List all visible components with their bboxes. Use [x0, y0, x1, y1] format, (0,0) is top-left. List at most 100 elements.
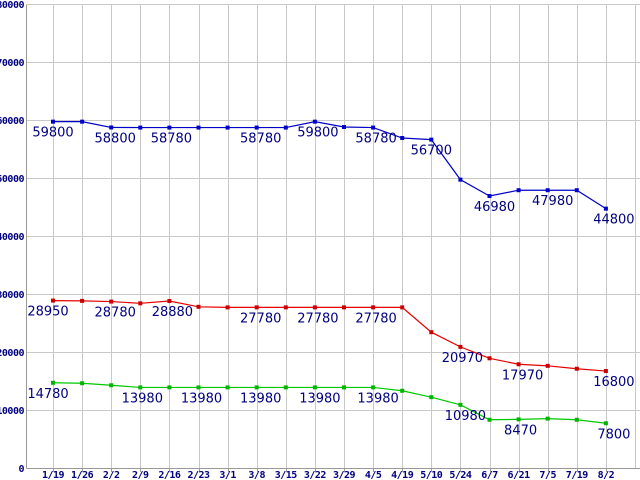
green-series-marker: [516, 417, 521, 422]
red-series-point-label: 28880: [152, 305, 193, 320]
green-series-marker: [167, 385, 172, 390]
y-tick-label: 80000: [0, 0, 24, 11]
y-tick-label: 40000: [0, 232, 24, 243]
y-tick-label: 0: [18, 464, 24, 475]
blue-series-marker: [603, 206, 608, 211]
x-tick-label: 4/19: [391, 470, 414, 480]
blue-series-marker: [487, 194, 492, 199]
red-series-point-label: 16800: [593, 375, 634, 390]
blue-series-marker: [138, 125, 143, 130]
blue-series-marker: [312, 119, 317, 124]
green-series-marker: [254, 385, 259, 390]
blue-series-marker: [109, 125, 114, 130]
green-series-point-label: 8470: [504, 423, 537, 438]
red-series-point-label: 20970: [442, 351, 483, 366]
blue-series-point-label: 56700: [411, 144, 452, 159]
x-tick-label: 7/19: [566, 470, 589, 480]
blue-series-line: [53, 121, 607, 210]
x-tick-label: 5/24: [449, 470, 472, 480]
red-series-marker: [603, 369, 608, 374]
red-series-point-label: 17970: [502, 368, 543, 383]
x-tick-label: 5/10: [420, 470, 443, 480]
green-series-point-label: 13980: [299, 391, 340, 406]
red-series-marker: [545, 363, 550, 368]
blue-series-marker: [225, 125, 230, 130]
red-series-marker: [487, 356, 492, 361]
green-series-marker: [545, 416, 550, 421]
green-series-marker: [400, 388, 405, 393]
x-tick-label: 1/26: [71, 470, 94, 480]
blue-series-point-label: 47980: [532, 194, 573, 209]
red-series-point-label: 27780: [355, 311, 396, 326]
x-tick-label: 1/19: [42, 470, 65, 480]
blue-series-marker: [400, 136, 405, 141]
blue-series-point-label: 44800: [593, 213, 634, 228]
x-tick-label: 3/22: [304, 470, 327, 480]
green-series-marker: [371, 385, 376, 390]
red-series-marker: [516, 362, 521, 367]
blue-series-point-label: 59800: [297, 126, 338, 141]
blue-series-marker: [516, 188, 521, 193]
x-tick-label: 3/8: [248, 470, 265, 480]
red-series-marker: [371, 305, 376, 310]
x-tick-label: 2/2: [103, 470, 120, 480]
x-tick-label: 3/1: [219, 470, 236, 480]
green-series-marker: [283, 385, 288, 390]
blue-series-point-label: 58780: [151, 132, 192, 147]
blue-series-marker: [196, 125, 201, 130]
red-series-point-label: 28950: [27, 305, 68, 320]
red-series-marker: [51, 298, 55, 303]
blue-series-marker: [283, 125, 288, 130]
blue-series-marker: [254, 125, 259, 130]
green-series-marker: [574, 417, 579, 422]
red-series-marker: [196, 304, 201, 309]
y-tick-label: 70000: [0, 58, 24, 69]
blue-series-marker: [574, 188, 579, 193]
green-series-point-label: 10980: [445, 409, 486, 424]
red-series-marker: [574, 366, 579, 371]
red-series-marker: [458, 344, 463, 349]
green-series-marker: [138, 385, 143, 390]
red-series-marker: [312, 305, 317, 310]
blue-series-marker: [342, 124, 346, 129]
red-series-marker: [109, 299, 114, 304]
green-series-marker: [312, 385, 317, 390]
green-series-point-label: 13980: [181, 391, 222, 406]
blue-series-point-label: 58780: [355, 132, 396, 147]
blue-series-marker: [80, 119, 85, 124]
blue-series-marker: [429, 137, 434, 142]
red-series-line: [52, 299, 606, 372]
red-series-marker: [429, 330, 434, 335]
blue-series-marker: [371, 125, 376, 130]
x-tick-label: 3/15: [275, 470, 298, 480]
green-series-point-label: 7800: [597, 427, 630, 442]
red-series-marker: [167, 298, 172, 303]
x-tick-label: 6/7: [481, 470, 498, 480]
x-tick-label: 6/21: [508, 470, 531, 480]
blue-series-marker: [51, 119, 55, 124]
red-series-marker: [342, 305, 346, 310]
green-series-point-label: 13980: [122, 391, 163, 406]
green-series-marker: [80, 381, 85, 386]
x-tick-label: 4/5: [365, 470, 382, 480]
red-series-point-label: 27780: [240, 311, 281, 326]
red-series-marker: [80, 298, 85, 303]
y-tick-label: 50000: [0, 174, 24, 185]
red-series-point-label: 27780: [297, 311, 338, 326]
y-tick-label: 10000: [0, 406, 24, 417]
red-series-point-label: 28780: [95, 306, 136, 321]
green-series-line: [52, 382, 606, 424]
x-tick-label: 3/29: [333, 470, 356, 480]
green-series-marker: [225, 385, 230, 390]
green-series-marker: [109, 383, 114, 388]
red-series-marker: [225, 305, 230, 310]
blue-series-point-label: 46980: [474, 200, 515, 215]
y-tick-label: 30000: [0, 290, 24, 301]
blue-series-point-label: 58800: [95, 131, 136, 146]
green-series-point-label: 13980: [240, 391, 281, 406]
green-series-point-label: 13980: [357, 391, 398, 406]
y-tick-label: 20000: [0, 348, 24, 359]
green-series-marker: [487, 417, 492, 422]
